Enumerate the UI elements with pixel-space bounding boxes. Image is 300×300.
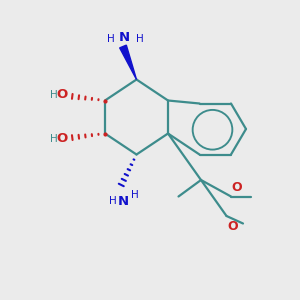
Text: O: O [232,181,242,194]
Text: H: H [50,90,58,100]
Text: O: O [56,132,68,145]
Text: N: N [118,195,129,208]
Text: O: O [56,88,68,101]
Text: O: O [227,220,238,232]
Text: H: H [50,134,58,144]
Polygon shape [120,45,136,80]
Text: H: H [131,190,139,200]
Text: H: H [136,34,143,44]
Text: H: H [109,196,117,206]
Text: N: N [119,31,130,44]
Text: H: H [107,34,115,44]
